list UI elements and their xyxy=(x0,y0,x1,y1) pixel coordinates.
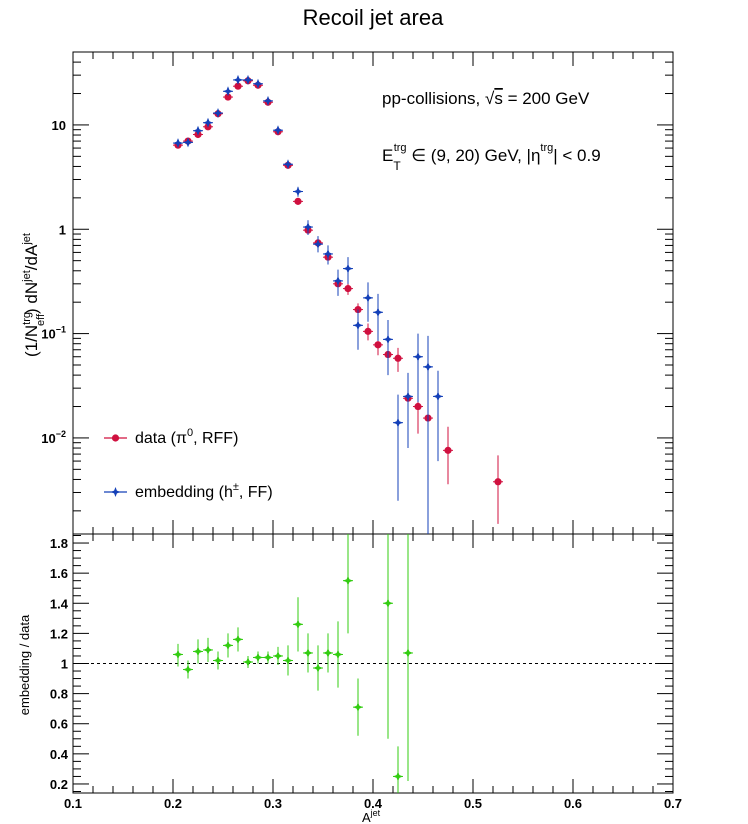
ratio-point xyxy=(383,598,393,609)
legend-marker-embedding xyxy=(110,487,121,497)
ratio-point xyxy=(393,771,403,782)
ratio-point xyxy=(333,649,343,660)
embedding-point xyxy=(313,239,323,250)
x-axis-title: Ajet xyxy=(362,808,381,824)
ratio-y-tick-label: 1.2 xyxy=(50,626,68,641)
ratio-y-tick-label: 0.2 xyxy=(50,777,68,792)
top-y-tick-label: 1 xyxy=(59,222,66,237)
embedding-point xyxy=(343,263,353,274)
ratio-axes: 0.1 0.2 0.3 0.4 0.5 0.6 0.7 0.2 0.4 0.6 0.8 1 1.2 1.4… xyxy=(50,534,682,811)
embedding-point xyxy=(283,159,293,170)
embedding-point xyxy=(173,138,183,149)
annotation-collisions: pp-collisions, √s = 200 GeV xyxy=(382,89,590,108)
data-point xyxy=(224,93,232,101)
embedding-point xyxy=(323,248,333,259)
embedding-point xyxy=(243,74,253,85)
data-point xyxy=(234,82,242,90)
ratio-y-tick-label: 1.8 xyxy=(50,536,68,551)
x-tick-label: 0.5 xyxy=(464,796,482,811)
data-point xyxy=(414,402,422,411)
embedding-point xyxy=(183,137,193,148)
ratio-point xyxy=(263,652,273,663)
x-tick-label: 0.6 xyxy=(564,796,582,811)
ratio-y-tick-label: 0.8 xyxy=(50,687,68,702)
embedding-point xyxy=(293,186,303,197)
data-point xyxy=(444,446,452,454)
ratio-point xyxy=(233,634,243,645)
ratio-point xyxy=(283,655,293,666)
legend-marker-data xyxy=(111,434,120,442)
ratio-point xyxy=(293,619,303,630)
data-point xyxy=(344,284,352,293)
ratio-point xyxy=(353,702,363,713)
embedding-point xyxy=(383,334,393,345)
embedding-point xyxy=(333,275,343,286)
ratio-point xyxy=(183,664,193,675)
ratio-point xyxy=(323,647,333,658)
annotation-trigger: ETtrg ∈ (9, 20) GeV, |ηtrg| < 0.9 xyxy=(382,142,601,173)
ratio-point xyxy=(223,640,233,651)
embedding-point xyxy=(423,361,433,372)
embedding-point xyxy=(393,417,403,428)
embedding-point xyxy=(223,86,233,97)
embedding-point xyxy=(353,320,363,331)
ratio-point xyxy=(173,649,183,660)
legend-star-shape xyxy=(110,487,121,497)
top-axes: 10−2 10−1 1 10 xyxy=(41,51,674,534)
data-point xyxy=(294,197,302,205)
embedding-point xyxy=(233,74,243,85)
ratio-y-axis-title: embedding / data xyxy=(17,614,32,715)
ratio-data-points xyxy=(173,534,413,793)
ratio-y-tick-label: 0.6 xyxy=(50,717,68,732)
ratio-y-tick-label: 0.4 xyxy=(50,747,69,762)
embedding-point xyxy=(433,391,443,402)
ratio-point xyxy=(193,646,203,657)
embedding-point xyxy=(373,307,383,318)
data-point xyxy=(494,478,502,486)
ratio-point xyxy=(303,647,313,658)
x-tick-label: 0.7 xyxy=(664,796,682,811)
ratio-point xyxy=(253,652,263,663)
ratio-point xyxy=(343,575,353,586)
top-y-tick-label: 10−1 xyxy=(41,325,66,342)
ratio-y-tick-label: 1.4 xyxy=(50,596,69,611)
ratio-y-tick-label: 1.6 xyxy=(50,566,68,581)
embedding-point xyxy=(213,108,223,119)
x-tick-label: 0.1 xyxy=(64,796,82,811)
legend: data (π0, RFF) embedding (h±, FF) xyxy=(104,427,273,501)
top-y-tick-label: 10−2 xyxy=(41,429,66,446)
chart-title: Recoil jet area xyxy=(303,5,444,30)
embedding-point xyxy=(413,351,423,362)
x-tick-label: 0.4 xyxy=(364,796,383,811)
legend-label-data: data (π0, RFF) xyxy=(135,427,238,447)
ratio-point xyxy=(213,655,223,666)
embedding-point xyxy=(403,391,413,402)
embedding-point xyxy=(303,222,313,233)
embedding-point xyxy=(273,125,283,136)
data-point xyxy=(364,327,372,335)
embedding-point xyxy=(253,78,263,89)
embedding-point xyxy=(203,117,213,128)
ratio-point xyxy=(273,650,283,661)
data-point xyxy=(374,341,382,349)
legend-label-embedding: embedding (h±, FF) xyxy=(135,481,273,501)
top-data-points xyxy=(173,74,503,534)
x-tick-label: 0.2 xyxy=(164,796,182,811)
top-plot-frame xyxy=(72,51,674,535)
ratio-point xyxy=(313,663,323,674)
embedding-point xyxy=(263,95,273,106)
top-y-tick-label: 10 xyxy=(52,118,66,133)
ratio-y-tick-label: 1 xyxy=(61,657,68,672)
data-point xyxy=(394,354,402,362)
ratio-point xyxy=(203,644,213,655)
ratio-point xyxy=(243,656,253,667)
ratio-point xyxy=(403,647,413,658)
embedding-point xyxy=(193,125,203,136)
embedding-point xyxy=(363,292,373,303)
x-tick-label: 0.3 xyxy=(264,796,282,811)
